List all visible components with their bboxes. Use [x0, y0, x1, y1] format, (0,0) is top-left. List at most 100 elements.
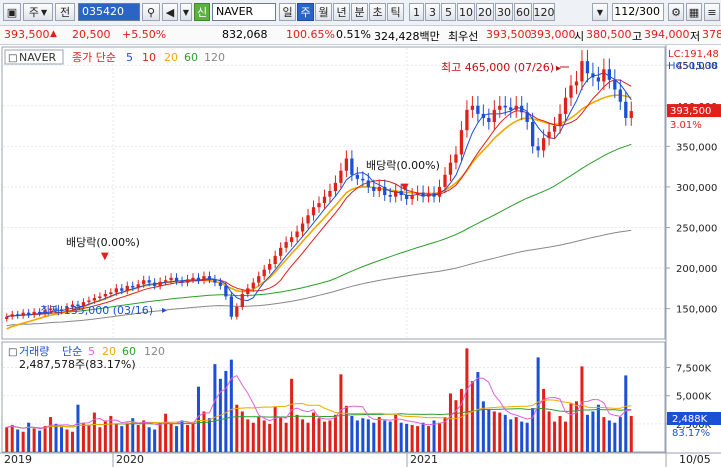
chevron-down-icon: ▼ [40, 7, 48, 17]
speaker-icon[interactable]: ◀ [162, 3, 178, 21]
volume-bar [240, 411, 244, 452]
volume-bar [361, 418, 365, 452]
period-tab-5[interactable]: 초 [369, 3, 386, 21]
volume-bar [158, 422, 162, 452]
candle-body [591, 73, 595, 78]
stock-name-field[interactable]: NAVER [212, 3, 276, 21]
volume-bar [284, 422, 288, 452]
ma120-legend: 120 [204, 51, 225, 64]
volume-bar [54, 423, 58, 452]
bar-count-input[interactable]: 112/300 [612, 3, 664, 21]
stock-chart[interactable]: □ NAVER 종가 단순 5 10 20 60 120 최고 465,000 … [0, 45, 721, 467]
volume-bar [196, 386, 200, 452]
order-type-select[interactable]: 주 ▼ [23, 3, 53, 21]
prev-button[interactable]: 전 [55, 3, 75, 21]
price-tick-label: 300,000 [676, 183, 717, 194]
period-tab-0[interactable]: 일 [279, 3, 296, 21]
search-icon[interactable]: ⚲ [142, 3, 160, 21]
candle-body [218, 282, 223, 286]
high-arrow-icon: ▸ [556, 63, 561, 74]
volume-bar [65, 429, 69, 452]
price-panel-frame [1, 46, 666, 340]
order-type-label: 주 [28, 6, 39, 19]
settings-icon[interactable]: ⚙ [668, 3, 684, 21]
candle-body [328, 190, 332, 197]
minute-tab-120[interactable]: 120 [533, 3, 555, 21]
lc-label: LC:191,48 [668, 49, 719, 60]
volume-bar [602, 417, 606, 452]
new-button[interactable]: 신 [194, 3, 210, 21]
candle-body [289, 237, 294, 243]
volume-bar [454, 400, 458, 452]
volume-bar [21, 431, 25, 452]
minute-dropdown-icon[interactable]: ▼ [592, 3, 608, 21]
candle-body [207, 276, 212, 280]
vol-ma5-legend: 5 [88, 345, 95, 358]
minute-tab-10[interactable]: 10 [457, 3, 475, 21]
volume-bar [224, 370, 228, 452]
volume-ratio: 100.65% [286, 28, 335, 41]
candle-body [48, 308, 53, 311]
candle-body [459, 130, 464, 155]
candle-body [65, 306, 69, 312]
more-icon[interactable]: ≡ [704, 3, 720, 21]
window-icon[interactable]: ▣ [3, 3, 21, 21]
dropdown-icon[interactable]: ▼ [180, 3, 192, 21]
volume-bar [520, 421, 524, 452]
open-price: 380,500 [586, 28, 632, 41]
volume-bar [624, 375, 628, 452]
stock-code-input[interactable]: 035420 [78, 3, 140, 21]
candle-body [372, 186, 376, 191]
volume-bar [125, 422, 129, 452]
volume-bar [114, 423, 118, 452]
minute-tab-60[interactable]: 60 [514, 3, 532, 21]
volume-bar [38, 430, 42, 452]
candle-body [125, 285, 129, 291]
minute-tab-20[interactable]: 20 [476, 3, 494, 21]
minute-tab-5[interactable]: 5 [441, 3, 456, 21]
period-tab-2[interactable]: 월 [315, 3, 332, 21]
candle-body [481, 113, 485, 118]
candle-body [525, 112, 529, 123]
volume-bar [366, 419, 370, 452]
minute-tab-1[interactable]: 1 [409, 3, 424, 21]
volume-bar [76, 404, 80, 452]
price-tick-label: 350,000 [676, 142, 717, 153]
minute-tab-3[interactable]: 3 [425, 3, 440, 21]
volume-bar [531, 408, 535, 452]
candle-body [547, 131, 551, 139]
candle-body [21, 312, 25, 316]
period-tab-6[interactable]: 틱 [387, 3, 404, 21]
current-price-tag-text: 393,500 [670, 106, 711, 117]
volume-value: 832,068 [222, 28, 268, 41]
period-tab-3[interactable]: 년 [333, 3, 350, 21]
volume-bar [613, 422, 617, 452]
candle-body [476, 105, 480, 114]
volume-bar [16, 429, 20, 452]
volume-bar [290, 378, 294, 452]
volume-bar [136, 424, 140, 452]
volume-bar [333, 414, 337, 452]
candle-body [103, 294, 107, 297]
volume-bar [350, 415, 354, 452]
volume-bar [213, 364, 217, 452]
volume-bar [322, 421, 326, 452]
volume-bar [98, 427, 102, 452]
vol-ma20-line [6, 399, 632, 429]
period-tab-1[interactable]: 주 [297, 3, 314, 21]
candle-body [531, 122, 535, 147]
minute-tab-30[interactable]: 30 [495, 3, 513, 21]
volume-panel-title: 거래량 [19, 345, 49, 358]
period-tab-4[interactable]: 분 [351, 3, 368, 21]
volume-bar [49, 417, 53, 452]
dividend-annotation-2: 배당락(0.00%) [366, 159, 440, 172]
candle-body [279, 247, 283, 256]
high-label: 고 [632, 30, 643, 43]
candle-body [246, 288, 250, 295]
candle-body [240, 294, 244, 307]
vol-ma120-legend: 120 [144, 345, 165, 358]
volume-bar [312, 412, 316, 452]
grid-icon[interactable]: ▦ [686, 3, 702, 21]
candle-body [120, 288, 124, 291]
ma10-legend: 10 [142, 51, 156, 64]
